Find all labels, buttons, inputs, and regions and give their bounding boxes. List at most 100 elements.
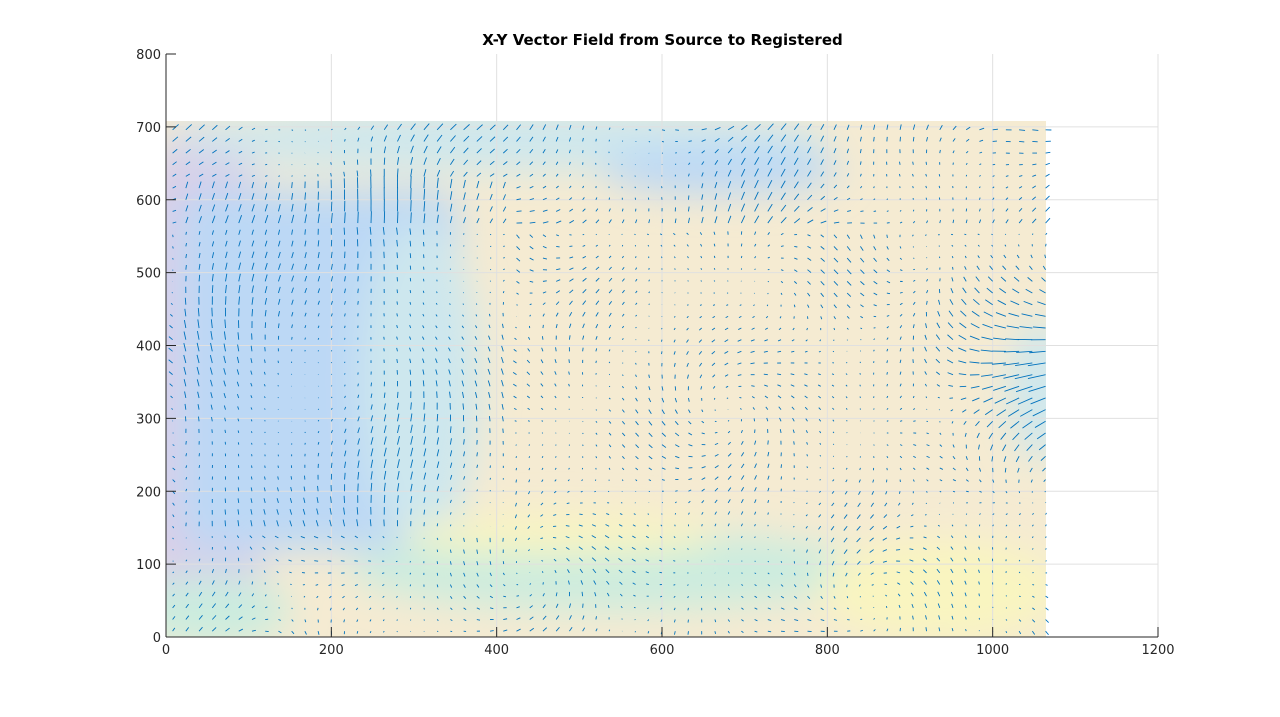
vector-arrow	[806, 502, 808, 505]
vector-arrow	[263, 570, 266, 574]
vector-arrow	[686, 362, 689, 367]
vector-arrow	[489, 280, 492, 282]
vector-arrow	[1045, 536, 1047, 539]
vector-arrow	[647, 513, 650, 515]
vector-arrow	[223, 355, 226, 364]
vector-arrow	[948, 385, 954, 387]
vector-arrow	[238, 126, 243, 131]
vector-arrow	[423, 157, 427, 165]
vector-arrow	[168, 336, 173, 341]
vector-arrow	[211, 591, 216, 597]
vector-arrow	[476, 205, 480, 212]
vector-arrow	[476, 537, 478, 543]
vector-arrow	[687, 374, 689, 379]
vector-arrow	[886, 360, 888, 364]
vector-arrow	[767, 134, 774, 142]
vector-arrow	[701, 420, 705, 424]
vector-arrow	[331, 128, 333, 131]
vector-arrow	[198, 591, 203, 597]
vector-arrow	[832, 467, 835, 470]
vector-arrow	[1018, 607, 1022, 610]
vector-arrow	[396, 227, 398, 235]
vector-arrow	[727, 430, 731, 434]
vector-arrow	[845, 373, 848, 375]
vector-arrow	[185, 500, 187, 504]
vector-arrow	[937, 524, 940, 527]
vector-arrow	[882, 560, 887, 563]
vector-arrow	[909, 570, 914, 574]
vector-arrow	[950, 546, 954, 550]
vector-arrow	[291, 287, 294, 294]
vector-arrow	[463, 513, 465, 515]
vector-arrow	[606, 580, 610, 585]
vector-arrow	[354, 547, 358, 550]
vector-arrow	[569, 289, 574, 294]
vector-arrow	[502, 136, 509, 142]
vector-arrow	[449, 595, 453, 599]
vector-arrow	[542, 615, 547, 620]
vector-arrow	[448, 325, 451, 329]
vector-arrow	[1005, 175, 1009, 177]
vector-arrow	[947, 322, 954, 329]
vector-arrow	[926, 300, 928, 305]
vector-arrow	[264, 420, 266, 422]
vector-arrow	[368, 595, 372, 599]
vector-arrow	[582, 266, 587, 271]
vector-arrow	[924, 371, 927, 375]
vector-arrow	[542, 136, 546, 142]
vector-arrow	[595, 616, 597, 620]
vector-arrow	[1002, 444, 1007, 452]
vector-arrow	[886, 628, 889, 632]
vector-arrow	[595, 126, 598, 130]
vector-arrow	[846, 596, 849, 599]
vector-arrow	[820, 316, 823, 320]
vector-arrow	[383, 403, 386, 410]
vector-arrow	[462, 303, 464, 305]
vector-arrow	[860, 269, 865, 274]
vector-arrow	[699, 304, 702, 306]
vector-arrow	[922, 558, 927, 562]
vector-arrow	[237, 430, 240, 434]
vector-arrow	[635, 409, 639, 414]
vector-arrow	[846, 234, 851, 239]
vector-arrow	[291, 275, 295, 282]
vector-arrow	[541, 420, 544, 422]
vector-arrow	[463, 488, 466, 492]
vector-arrow	[276, 570, 279, 574]
vector-arrow	[686, 244, 689, 247]
vector-arrow	[251, 193, 255, 200]
vector-arrow	[936, 546, 941, 550]
vector-arrow	[793, 595, 798, 599]
vector-arrow	[608, 409, 612, 412]
vector-arrow	[688, 512, 690, 515]
vector-arrow	[882, 525, 888, 530]
vector-arrow	[1045, 195, 1050, 201]
vector-arrow	[714, 182, 718, 189]
vector-arrow	[950, 591, 954, 597]
vector-arrow	[993, 337, 1006, 341]
vector-arrow	[830, 514, 835, 519]
vector-arrow	[343, 619, 345, 623]
vector-arrow	[1000, 432, 1007, 440]
vector-arrow	[980, 349, 993, 352]
vector-arrow	[449, 584, 453, 588]
vector-arrow	[169, 313, 173, 317]
vector-arrow	[899, 359, 902, 364]
vector-arrow	[277, 274, 281, 282]
vector-arrow	[211, 568, 215, 574]
vector-arrow	[423, 176, 426, 189]
vector-arrow	[1005, 219, 1009, 224]
vector-arrow	[303, 486, 306, 492]
vector-arrow	[224, 429, 226, 434]
vector-arrow	[502, 161, 508, 166]
vector-arrow	[263, 520, 266, 527]
vector-arrow	[912, 234, 914, 237]
vector-arrow	[990, 254, 994, 259]
vector-arrow	[476, 172, 482, 177]
vector-arrow	[1004, 233, 1007, 236]
vector-arrow	[515, 444, 517, 446]
vector-arrow	[236, 369, 240, 375]
vector-arrow	[608, 361, 611, 364]
vector-arrow	[635, 455, 639, 460]
vector-arrow	[727, 475, 732, 480]
